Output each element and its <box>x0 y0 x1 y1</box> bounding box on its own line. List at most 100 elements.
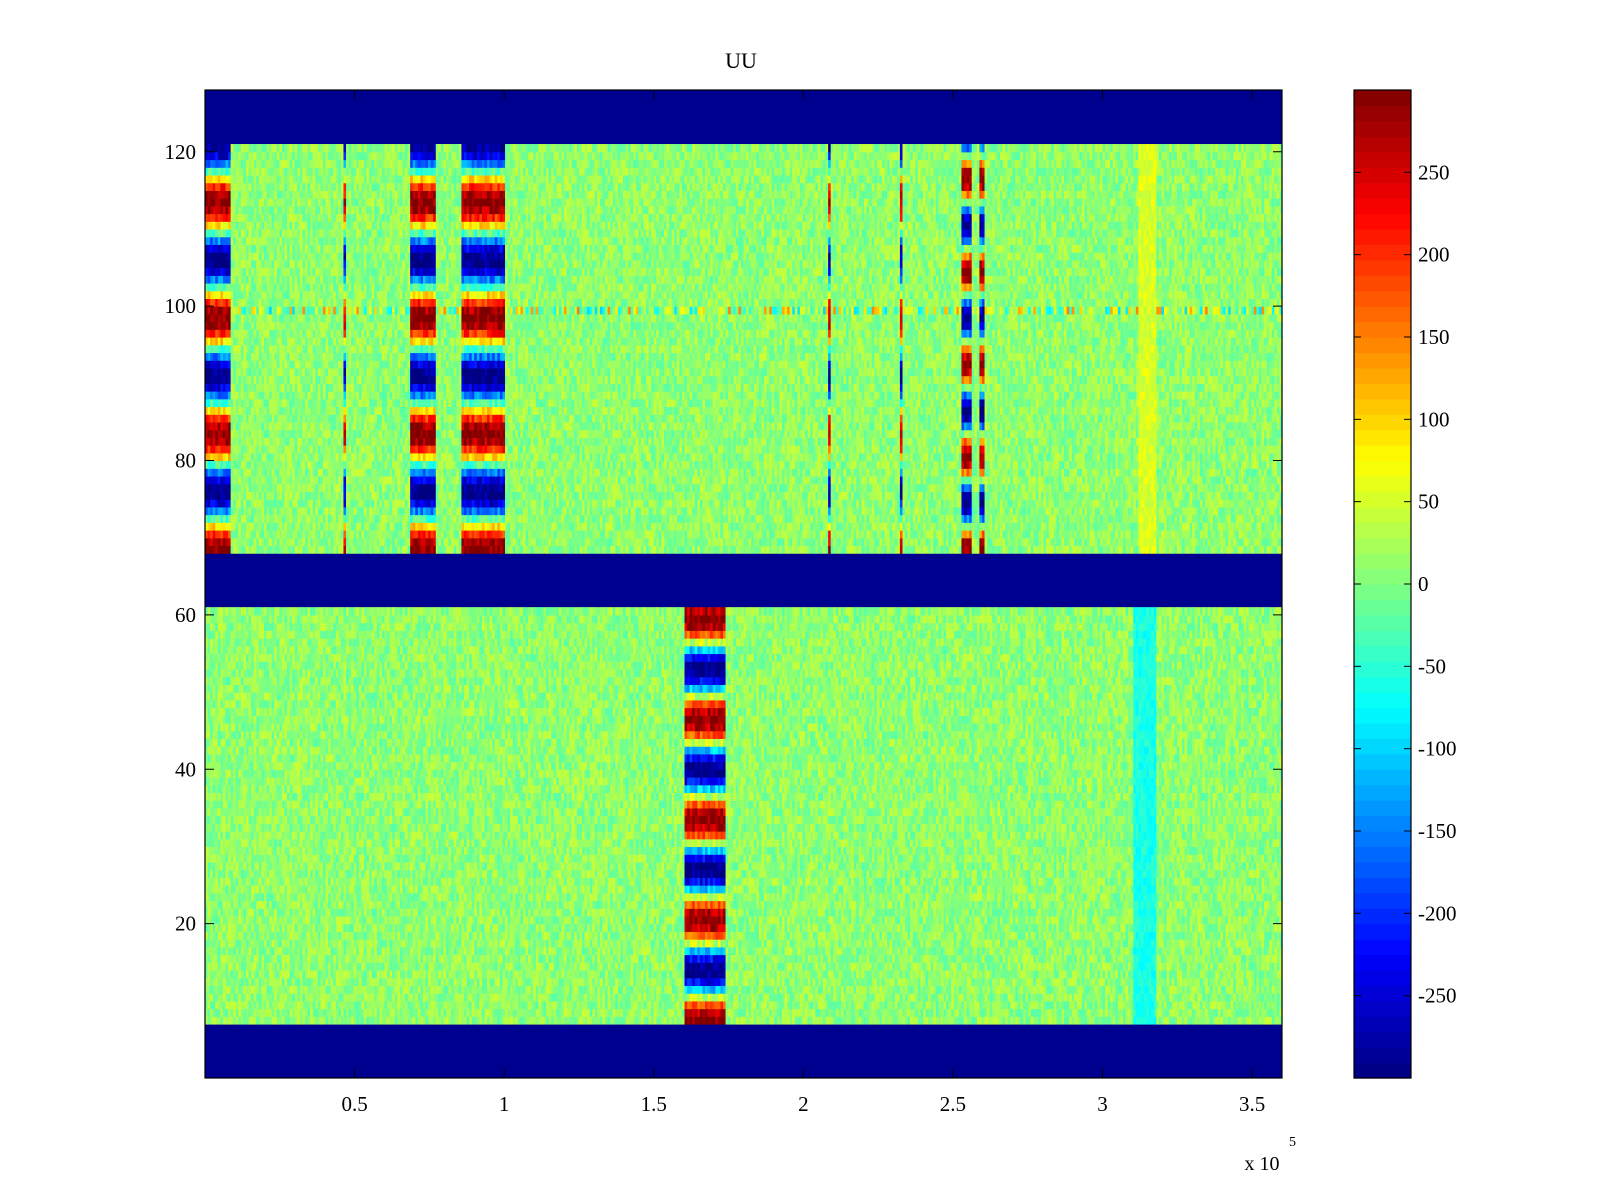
heatmap-cell <box>1020 1000 1024 1010</box>
heatmap-cell <box>899 985 904 994</box>
heatmap-cell <box>230 993 234 1002</box>
heatmap-cell <box>466 1000 470 1010</box>
heatmap-cell <box>576 1008 580 1017</box>
heatmap-cell <box>784 985 788 994</box>
heatmap-cell <box>671 1000 675 1010</box>
heatmap-cell <box>781 993 786 1002</box>
heatmap-cell <box>379 1008 383 1017</box>
heatmap-cell <box>856 993 860 1002</box>
heatmap-cell <box>776 993 780 1002</box>
heatmap-cell <box>261 1000 265 1010</box>
heatmap-cell <box>417 1000 421 1010</box>
heatmap-cell <box>1130 1016 1134 1025</box>
heatmap-cell <box>307 993 311 1002</box>
heatmap-cell <box>646 1008 650 1017</box>
heatmap-cell <box>381 985 386 994</box>
heatmap-cell <box>1225 993 1229 1002</box>
heatmap-cell <box>533 993 537 1002</box>
heatmap-cell <box>953 1000 957 1010</box>
heatmap-cell <box>938 1016 942 1025</box>
heatmap-cell <box>517 993 521 1002</box>
heatmap-cell <box>1148 993 1152 1002</box>
heatmap-cell <box>1212 1000 1216 1010</box>
heatmap-cell <box>538 993 542 1002</box>
heatmap-cell <box>979 993 983 1002</box>
heatmap-cell <box>1261 993 1265 1002</box>
heatmap-cell <box>794 993 798 1002</box>
heatmap-cell <box>546 985 550 994</box>
heatmap-cell <box>1043 1008 1047 1017</box>
heatmap-cell <box>599 1000 604 1010</box>
heatmap-cell <box>830 1016 834 1025</box>
heatmap-cell <box>1179 993 1183 1002</box>
heatmap-cell <box>630 985 634 994</box>
heatmap-cell <box>1143 1016 1147 1025</box>
heatmap-cell <box>346 1000 350 1010</box>
heatmap-cell <box>1279 1008 1283 1017</box>
heatmap-cell <box>492 985 496 994</box>
heatmap-cell <box>279 1000 283 1010</box>
heatmap-cell <box>505 1000 509 1010</box>
heatmap-cell <box>830 985 834 994</box>
heatmap-cell <box>994 1008 998 1017</box>
heatmap-cell <box>771 985 775 994</box>
heatmap-cell <box>1030 1000 1034 1010</box>
heatmap-cell <box>694 993 698 1002</box>
heatmap-cell <box>1269 1016 1273 1025</box>
heatmap-cell <box>374 993 378 1002</box>
heatmap-cell <box>343 1016 347 1025</box>
heatmap-row <box>205 946 1283 956</box>
heatmap-cell <box>935 1000 939 1010</box>
heatmap-cell <box>871 1016 875 1025</box>
heatmap-cell <box>853 985 857 994</box>
heatmap-cell <box>1146 1000 1150 1010</box>
heatmap-cell <box>622 1016 627 1025</box>
heatmap-cell <box>379 985 383 994</box>
heatmap-cell <box>805 985 809 994</box>
heatmap-cell <box>648 993 652 1002</box>
heatmap-cell <box>366 993 370 1002</box>
heatmap-cell <box>661 993 665 1002</box>
heatmap-cell <box>461 1016 465 1025</box>
heatmap-cell <box>597 1016 601 1025</box>
heatmap-cell <box>1120 1016 1124 1025</box>
heatmap-cell <box>389 1000 393 1010</box>
heatmap-cell <box>902 1016 906 1025</box>
heatmap-cell <box>520 1000 524 1010</box>
heatmap-cell <box>930 993 934 1002</box>
heatmap-cell <box>1015 993 1019 1002</box>
heatmap-cell <box>592 1016 596 1025</box>
heatmap-cell <box>1220 1016 1224 1025</box>
heatmap-cell <box>594 1008 598 1017</box>
heatmap-cell <box>948 993 952 1002</box>
heatmap-cell <box>1261 1000 1265 1010</box>
heatmap-cell <box>561 985 565 994</box>
heatmap-cell <box>220 1008 224 1017</box>
heatmap-cell <box>458 1008 463 1017</box>
heatmap-cell <box>1089 1000 1093 1010</box>
heatmap-cell <box>676 1008 680 1017</box>
heatmap-cell <box>410 1008 414 1017</box>
heatmap-cell <box>407 985 411 994</box>
heatmap-cell <box>1153 1016 1157 1025</box>
heatmap-cell <box>361 1016 365 1025</box>
heatmap-cell <box>669 1008 673 1017</box>
heatmap-cell <box>935 1016 939 1025</box>
heatmap-cell <box>238 1008 242 1017</box>
heatmap-cell <box>338 985 342 994</box>
heatmap-cell <box>305 985 309 994</box>
heatmap-cell <box>669 993 673 1002</box>
heatmap-cell <box>648 985 652 994</box>
heatmap-cell <box>225 1016 229 1025</box>
heatmap-cell <box>251 985 255 994</box>
heatmap-cell <box>899 993 904 1002</box>
heatmap-cell <box>1064 1000 1068 1010</box>
heatmap-cell <box>840 985 845 994</box>
heatmap-cell <box>212 1000 216 1010</box>
heatmap-cell <box>292 1000 296 1010</box>
heatmap-cell <box>746 993 750 1002</box>
heatmap-cell <box>625 985 629 994</box>
heatmap-cell <box>1202 1000 1206 1010</box>
heatmap-cell <box>1002 1016 1006 1025</box>
